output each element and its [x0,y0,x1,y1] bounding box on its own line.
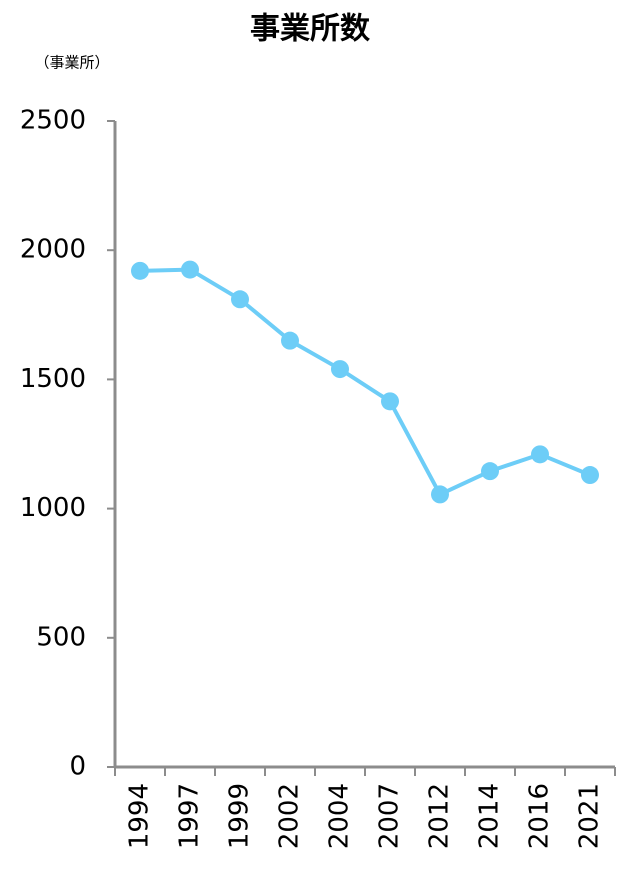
point [581,466,599,485]
x-tick-label: 2014 [475,783,505,849]
x-tick-label: 2016 [525,783,555,849]
y-tick-label: 2000 [20,235,86,265]
x-tick-label: 2004 [325,783,355,849]
y-tick-label: 500 [36,622,86,652]
x-tick-label: 2002 [275,783,305,849]
y-tick-label: 0 [69,752,86,782]
point [181,260,199,279]
line [139,267,591,497]
point [131,261,149,280]
x-tick-label: 1999 [225,783,255,849]
x-tick-label: 2007 [375,783,405,849]
point [381,392,399,411]
y-tick-label: 2500 [20,106,86,136]
point [331,360,349,379]
y-tick-label: 1500 [20,364,86,394]
y-tick-label: 1000 [20,493,86,523]
x-tick-label: 2021 [575,783,605,849]
x-tick-label: 1994 [125,783,155,849]
chart-title: 事業所数 [250,12,371,47]
point [531,445,549,464]
y-axis-label: （事業所） [34,54,109,72]
x-tick-label: 2012 [425,783,455,849]
x-tick-label: 1997 [175,783,205,849]
point [481,462,499,481]
point [431,485,449,504]
point [231,290,249,309]
point [281,331,299,350]
